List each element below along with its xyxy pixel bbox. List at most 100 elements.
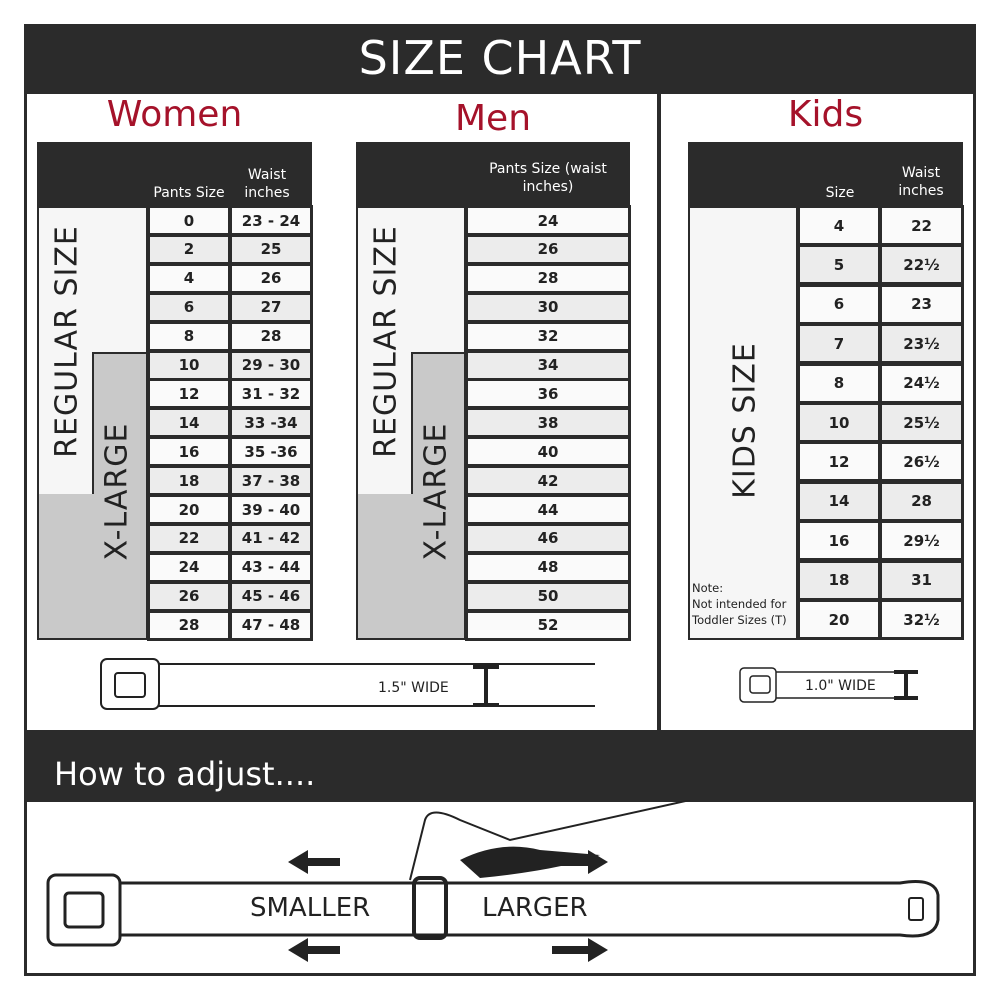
kids-waist-cell: 29½	[879, 520, 964, 562]
women-waist-cell: 37 - 38	[229, 465, 313, 497]
women-col-waist: Waist inches	[244, 167, 290, 202]
men-waist-cell: 24	[465, 205, 631, 236]
kids-waist-cell: 28	[879, 480, 964, 522]
women-pants-size-cell: 2	[147, 233, 231, 265]
kids-size-cell: 8	[797, 362, 881, 404]
women-pants-size-cell: 14	[147, 407, 231, 439]
women-pants-size-cell: 28	[147, 609, 231, 641]
kids-size-label: KIDS SIZE	[727, 342, 763, 499]
men-waist-cell: 40	[465, 436, 631, 468]
women-table-header: Pants Size Waist inches	[37, 142, 312, 208]
women-pants-size-cell: 20	[147, 494, 231, 525]
belt-1-5-illustration	[100, 658, 595, 710]
belt-kids-width: 1.0" WIDE	[805, 678, 876, 694]
belt-1-0-illustration	[739, 667, 918, 703]
women-pants-size-cell: 22	[147, 522, 231, 554]
kids-waist-cell: 23	[879, 283, 964, 325]
women-waist-cell: 31 - 32	[229, 378, 313, 410]
larger-label: LARGER	[482, 893, 588, 923]
men-waist-cell: 52	[465, 609, 631, 641]
women-regular-label: REGULAR SIZE	[49, 225, 85, 458]
kids-col-size: Size	[825, 185, 855, 201]
women-waist-cell: 28	[229, 320, 313, 352]
kids-size-cell: 4	[797, 205, 881, 246]
women-heading: Women	[106, 94, 243, 135]
women-waist-cell: 47 - 48	[229, 609, 313, 641]
women-pants-size-cell: 16	[147, 436, 231, 468]
women-waist-cell: 27	[229, 291, 313, 323]
men-table-header: Pants Size (waist inches)	[356, 142, 630, 208]
kids-size-cell: 7	[797, 323, 881, 365]
women-pants-size-cell: 4	[147, 262, 231, 294]
women-waist-cell: 35 -36	[229, 436, 313, 468]
kids-size-cell: 20	[797, 599, 881, 640]
women-waist-cell: 39 - 40	[229, 494, 313, 525]
kids-size-cell: 14	[797, 480, 881, 522]
men-waist-cell: 46	[465, 522, 631, 554]
women-pants-size-cell: 24	[147, 551, 231, 583]
buckle-icon	[100, 658, 160, 710]
men-waist-cell: 44	[465, 494, 631, 525]
kids-waist-cell: 26½	[879, 441, 964, 483]
kids-note-title: Note:	[692, 581, 724, 595]
men-waist-cell: 32	[465, 320, 631, 352]
men-regular-label: REGULAR SIZE	[368, 225, 404, 458]
women-pants-size-cell: 10	[147, 349, 231, 381]
page-title: SIZE CHART	[358, 31, 642, 85]
kids-col-waist: Waist inches	[898, 165, 944, 200]
men-waist-cell: 36	[465, 378, 631, 410]
kids-heading: Kids	[787, 94, 864, 135]
men-waist-cell: 48	[465, 551, 631, 583]
men-waist-cell: 28	[465, 262, 631, 294]
arrow-left-icon	[288, 938, 340, 962]
buckle-icon	[46, 873, 122, 947]
kids-waist-cell: 32½	[879, 599, 964, 640]
men-xlarge-label: X-LARGE	[418, 422, 454, 561]
adjuster-slider-icon	[412, 876, 448, 940]
men-col-pants: Pants Size (waist inches)	[489, 161, 607, 196]
women-pants-size-cell: 8	[147, 320, 231, 352]
kids-table-header: Size Waist inches	[688, 142, 963, 208]
women-waist-cell: 43 - 44	[229, 551, 313, 583]
women-waist-cell: 26	[229, 262, 313, 294]
women-pants-size-cell: 26	[147, 580, 231, 612]
men-waist-cell: 30	[465, 291, 631, 323]
women-waist-cell: 29 - 30	[229, 349, 313, 381]
kids-label-col: KIDS SIZE Note: Not intended for Toddler…	[688, 206, 798, 640]
men-waist-cell: 34	[465, 349, 631, 381]
women-label-col: REGULAR SIZE X-LARGE	[37, 206, 148, 640]
women-pants-size-cell: 0	[147, 205, 231, 236]
men-label-col: REGULAR SIZE X-LARGE	[356, 206, 466, 640]
men-heading: Men	[454, 98, 532, 139]
women-waist-cell: 23 - 24	[229, 205, 313, 236]
adjust-belt-illustration	[46, 800, 940, 962]
women-waist-cell: 41 - 42	[229, 522, 313, 554]
kids-size-cell: 18	[797, 559, 881, 601]
women-pants-size-cell: 6	[147, 291, 231, 323]
women-waist-cell: 45 - 46	[229, 580, 313, 612]
kids-waist-cell: 25½	[879, 402, 964, 443]
adjust-heading: How to adjust....	[54, 755, 316, 793]
arrow-right-icon	[552, 850, 608, 874]
women-col-pants: Pants Size	[153, 185, 225, 201]
hand-icon	[409, 800, 691, 881]
kids-size-cell: 12	[797, 441, 881, 483]
kids-size-cell: 5	[797, 244, 881, 286]
belt-adult-width: 1.5" WIDE	[378, 680, 449, 696]
kids-size-cell: 10	[797, 402, 881, 443]
men-waist-cell: 42	[465, 465, 631, 497]
women-pants-size-cell: 12	[147, 378, 231, 410]
kids-waist-cell: 31	[879, 559, 964, 601]
kids-waist-cell: 22	[879, 205, 964, 246]
men-waist-cell: 50	[465, 580, 631, 612]
kids-note-text: Not intended for Toddler Sizes (T)	[692, 597, 787, 628]
women-waist-cell: 25	[229, 233, 313, 265]
women-waist-cell: 33 -34	[229, 407, 313, 439]
women-pants-size-cell: 18	[147, 465, 231, 497]
men-waist-cell: 38	[465, 407, 631, 439]
arrow-right-icon	[552, 938, 608, 962]
kids-size-cell: 16	[797, 520, 881, 562]
kids-waist-cell: 24½	[879, 362, 964, 404]
women-xlarge-label: X-LARGE	[99, 422, 135, 561]
men-waist-cell: 26	[465, 233, 631, 265]
